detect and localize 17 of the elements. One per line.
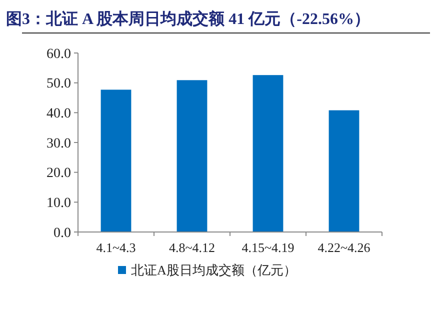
bar <box>328 110 360 232</box>
y-tick-label: 20.0 <box>46 166 71 182</box>
x-tick-label: 4.22~4.26 <box>318 240 371 255</box>
y-tick-label: 60.0 <box>46 46 71 62</box>
legend-label: 北证A股日均成交额（亿元） <box>131 262 296 278</box>
y-tick-label: 30.0 <box>46 136 71 152</box>
bar <box>100 90 132 232</box>
bar <box>252 75 284 232</box>
x-tick-label: 4.8~4.12 <box>168 240 216 255</box>
x-tick-label: 4.15~4.19 <box>242 240 294 255</box>
y-tick-label: 10.0 <box>46 196 71 212</box>
y-tick-label: 0.0 <box>54 226 71 241</box>
x-tick-label: 4.1~4.3 <box>96 240 136 255</box>
y-tick-label: 50.0 <box>46 76 71 92</box>
y-tick-label: 40.0 <box>46 106 71 122</box>
chart-title: 图3：北证 A 股本周日均成交额 41 亿元（-22.56%） <box>6 9 370 28</box>
bar <box>176 80 208 232</box>
